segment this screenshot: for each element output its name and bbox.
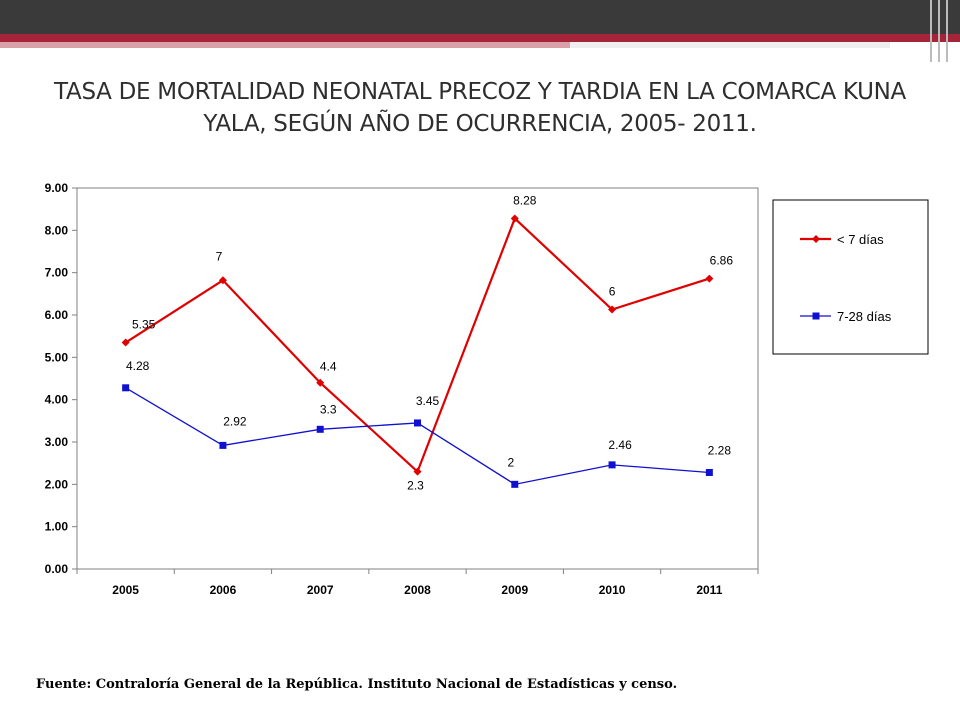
data-point-square bbox=[219, 441, 227, 449]
y-tick-label: 0.00 bbox=[45, 562, 69, 576]
data-label: 8.28 bbox=[513, 193, 537, 207]
data-label: 6 bbox=[609, 284, 616, 298]
legend-label: 7-28 días bbox=[837, 309, 892, 324]
data-label: 5.35 bbox=[132, 318, 156, 332]
data-label: 7 bbox=[216, 249, 223, 263]
y-tick-label: 3.00 bbox=[45, 435, 69, 449]
data-point-square bbox=[511, 480, 519, 488]
data-label: 4.28 bbox=[126, 359, 150, 373]
data-point-square bbox=[608, 461, 616, 469]
y-tick-label: 5.00 bbox=[45, 350, 69, 364]
data-point-diamond bbox=[413, 467, 422, 476]
data-point-diamond bbox=[218, 276, 227, 285]
plot-area-frame bbox=[76, 187, 759, 570]
data-label: 2.3 bbox=[407, 479, 424, 493]
data-point-diamond bbox=[608, 305, 617, 314]
legend-box bbox=[772, 199, 929, 355]
data-label: 2.92 bbox=[223, 414, 247, 428]
series-line-1 bbox=[125, 216, 710, 474]
legend-marker-square bbox=[812, 312, 820, 320]
x-tick-label: 2011 bbox=[696, 583, 722, 597]
data-point-square bbox=[705, 468, 713, 476]
data-point-diamond bbox=[316, 378, 325, 387]
y-tick-label: 4.00 bbox=[45, 393, 69, 407]
data-point-diamond bbox=[121, 338, 130, 347]
legend-label: < 7 días bbox=[837, 232, 884, 247]
header-divider bbox=[930, 0, 932, 62]
source-note: Fuente: Contraloría General de la Repúbl… bbox=[36, 677, 678, 692]
data-point-square bbox=[316, 425, 324, 433]
data-point-diamond bbox=[705, 274, 714, 283]
data-label: 2.46 bbox=[608, 438, 632, 452]
data-label: 3.45 bbox=[416, 394, 440, 408]
header-light-stripe bbox=[0, 42, 570, 48]
slide-title: TASA DE MORTALIDAD NEONATAL PRECOZ Y TAR… bbox=[54, 79, 906, 137]
slide-header-bar bbox=[0, 0, 960, 62]
header-accent-stripe bbox=[0, 34, 960, 42]
x-tick-label: 2010 bbox=[599, 583, 626, 597]
x-tick-label: 2006 bbox=[210, 583, 237, 597]
header-divider bbox=[946, 0, 948, 62]
x-tick-label: 2008 bbox=[404, 583, 431, 597]
y-tick-label: 8.00 bbox=[45, 223, 69, 237]
data-label: 2 bbox=[507, 455, 514, 469]
x-tick-label: 2007 bbox=[307, 583, 334, 597]
y-tick-label: 1.00 bbox=[45, 520, 69, 534]
legend-marker-diamond bbox=[812, 235, 820, 243]
data-label: 3.3 bbox=[320, 402, 337, 416]
y-tick-label: 9.00 bbox=[45, 181, 69, 195]
y-tick-label: 6.00 bbox=[45, 308, 69, 322]
x-tick-label: 2005 bbox=[112, 583, 139, 597]
data-point-square bbox=[414, 419, 421, 427]
data-point-diamond bbox=[510, 214, 519, 223]
x-tick-label: 2009 bbox=[501, 583, 528, 597]
header-white-stripe bbox=[570, 42, 890, 48]
data-label: 2.28 bbox=[708, 443, 732, 457]
y-tick-label: 7.00 bbox=[45, 266, 69, 280]
data-label: 4.4 bbox=[320, 360, 337, 374]
data-label: 6.86 bbox=[710, 254, 734, 268]
data-point-square bbox=[122, 384, 130, 392]
header-divider bbox=[938, 0, 940, 62]
y-tick-label: 2.00 bbox=[45, 477, 69, 491]
